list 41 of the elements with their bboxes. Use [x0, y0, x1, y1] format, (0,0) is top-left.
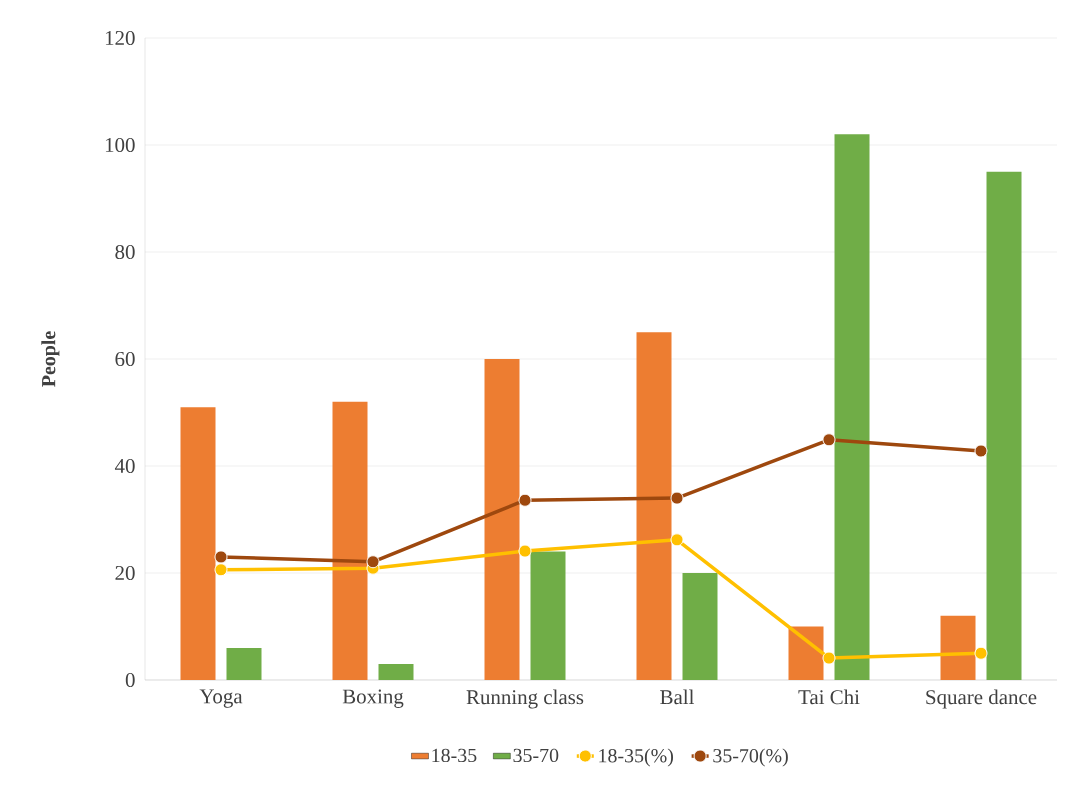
point [670, 533, 684, 547]
y-tick-label: 80 [115, 244, 135, 260]
bar [788, 626, 824, 680]
legend-label: 35-70(%) [713, 748, 788, 767]
bar [986, 171, 1022, 680]
x-tick-label: Tai Chi [798, 689, 860, 705]
bar [834, 134, 870, 680]
legend-label: 18-35 [432, 748, 477, 763]
point [366, 555, 380, 569]
y-tick-label: 120 [105, 30, 135, 46]
point [518, 544, 532, 558]
bar [226, 647, 262, 680]
x-tick-label: Running class [466, 689, 584, 709]
bar [378, 663, 414, 680]
point [518, 493, 532, 507]
y-tick-label: 60 [115, 351, 135, 367]
y-tick-label: 40 [114, 458, 135, 474]
x-tick-label: Boxing [342, 689, 404, 708]
x-tick-label: Yoga [199, 689, 243, 708]
y-axis-title: People [41, 331, 60, 387]
point [822, 433, 836, 447]
point [670, 491, 684, 505]
point [974, 444, 988, 458]
point [214, 550, 228, 564]
y-tick-label: 20 [115, 565, 135, 581]
bar [530, 551, 566, 680]
legend-label: 35-70 [513, 748, 559, 763]
bar [682, 573, 718, 680]
bar [180, 407, 216, 680]
bar [940, 615, 976, 680]
y-tick-label: 100 [105, 137, 135, 153]
x-tick-label: Ball [660, 689, 695, 705]
bar [484, 359, 520, 680]
point [822, 651, 836, 665]
bar [636, 332, 672, 680]
point [974, 646, 988, 660]
y-tick-label: 0 [125, 672, 135, 688]
bar [332, 401, 368, 680]
x-tick-label: Square dance [926, 689, 1037, 709]
point [214, 563, 228, 577]
legend-label: 18-35(%) [599, 748, 674, 767]
